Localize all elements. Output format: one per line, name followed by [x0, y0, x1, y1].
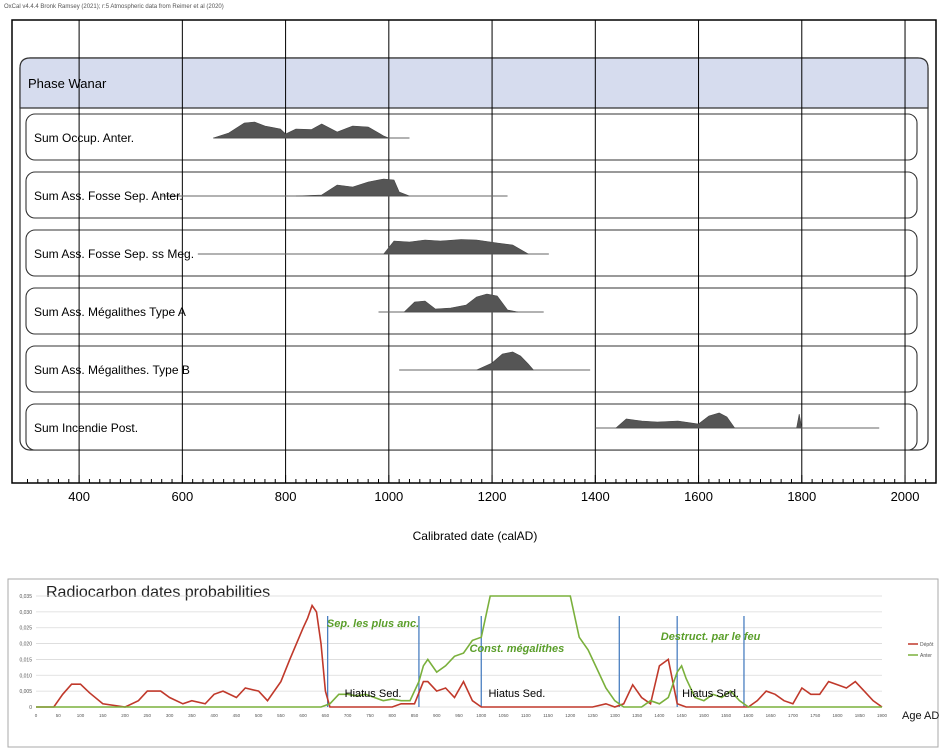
phase-label: Phase Wanar — [28, 76, 107, 91]
x-tick-label: 800 — [388, 713, 396, 718]
distribution-area — [476, 351, 535, 371]
distribution-area — [403, 293, 518, 313]
series-label: Sum Occup. Anter. — [34, 131, 134, 145]
x-tick-label: 1150 — [543, 713, 553, 718]
x-tick-label: 1300 — [610, 713, 621, 718]
phase-header — [19, 57, 929, 109]
sum-box — [25, 171, 918, 219]
y-tick-label: 0 — [29, 705, 32, 711]
x-tick-label: 2000 — [891, 489, 920, 504]
x-tick-label: 300 — [166, 713, 174, 718]
x-tick-label: 1750 — [810, 713, 821, 718]
distribution-area — [615, 412, 803, 429]
series-label: Sum Ass. Fosse Sep. Anter. — [34, 189, 183, 203]
series-label: Sum Ass. Fosse Sep. ss Meg. — [34, 247, 194, 261]
x-tick-label: 750 — [366, 713, 374, 718]
x-tick-label: 1900 — [877, 713, 888, 718]
x-tick-label: 850 — [411, 713, 419, 718]
series-anter-line — [36, 595, 882, 708]
x-tick-label: 1800 — [832, 713, 843, 718]
sum-box — [25, 345, 918, 393]
period-annotation: Const. mégalithes — [470, 643, 565, 655]
period-annotation: Sep. les plus anc. — [327, 618, 419, 630]
y-tick-label: 0,030 — [19, 610, 32, 616]
x-tick-label: 1000 — [374, 489, 403, 504]
x-tick-label: 1850 — [855, 713, 866, 718]
x-tick-label: 200 — [121, 713, 129, 718]
y-tick-label: 0,035 — [19, 594, 32, 600]
x-tick-label: 1250 — [588, 713, 599, 718]
x-tick-label: 1800 — [787, 489, 816, 504]
x-tick-label: 1400 — [654, 713, 665, 718]
x-tick-label: 1400 — [581, 489, 610, 504]
x-tick-label: 1050 — [499, 713, 510, 718]
x-tick-label: 1350 — [632, 713, 643, 718]
x-tick-label: 1200 — [478, 489, 507, 504]
chart-area — [7, 578, 939, 748]
x-tick-label: 950 — [455, 713, 463, 718]
x-tick-label: 1200 — [565, 713, 576, 718]
x-tick-label: 250 — [144, 713, 152, 718]
x-tick-label: 900 — [433, 713, 441, 718]
x-tick-label: 600 — [299, 713, 307, 718]
y-tick-label: 0,020 — [19, 642, 32, 648]
series-label: Sum Ass. Mégalithes. Type B — [34, 363, 190, 377]
legend-label: Anter — [920, 653, 932, 659]
x-tick-label: 450 — [233, 713, 241, 718]
x-axis-label: Age AD — [902, 710, 939, 722]
x-tick-label: 0 — [35, 713, 38, 718]
y-tick-label: 0,025 — [19, 626, 32, 632]
series-depot-line — [36, 603, 883, 708]
x-tick-label: 1600 — [684, 489, 713, 504]
series-label: Sum Incendie Post. — [34, 421, 138, 435]
hiatus-annotation: Hiatus Sed. — [345, 688, 402, 700]
period-annotation: Destruct. par le feu — [661, 631, 761, 643]
x-tick-label: 600 — [171, 489, 193, 504]
oxcal-credit: OxCal v4.4.4 Bronk Ramsey (2021); r:5 At… — [4, 4, 224, 10]
x-tick-label: 1000 — [476, 713, 487, 718]
x-axis-label: Calibrated date (calAD) — [413, 529, 538, 543]
chart-title: Radiocarbon dates probabilities — [46, 584, 270, 601]
x-tick-label: 550 — [277, 713, 285, 718]
x-tick-label: 800 — [275, 489, 297, 504]
oxcal-chart: Phase Wanar Sum Occup. Anter. Sum Ass. Fos… — [11, 19, 937, 543]
distribution-area — [383, 239, 530, 255]
x-tick-label: 1600 — [743, 713, 754, 718]
y-tick-label: 0,015 — [19, 657, 32, 663]
x-tick-label: 1650 — [766, 713, 777, 718]
x-tick-label: 150 — [99, 713, 107, 718]
x-tick-label: 1700 — [788, 713, 799, 718]
distribution-area — [213, 121, 389, 139]
x-tick-label: 700 — [344, 713, 352, 718]
legend-label: Dépôt — [920, 642, 934, 648]
x-tick-label: 500 — [255, 713, 263, 718]
x-tick-label: 50 — [56, 713, 62, 718]
distribution-area — [295, 178, 410, 197]
y-tick-label: 0,005 — [19, 689, 32, 695]
x-tick-label: 400 — [68, 489, 90, 504]
x-tick-label: 350 — [188, 713, 196, 718]
x-tick-label: 650 — [322, 713, 330, 718]
x-tick-label: 1100 — [521, 713, 531, 718]
series-label: Sum Ass. Mégalithes Type A — [34, 305, 186, 319]
hiatus-annotation: Hiatus Sed. — [682, 688, 739, 700]
x-tick-label: 100 — [77, 713, 85, 718]
sum-box — [25, 403, 918, 451]
y-tick-label: 0,010 — [19, 673, 32, 679]
hiatus-annotation: Hiatus Sed. — [488, 688, 545, 700]
x-tick-label: 400 — [210, 713, 218, 718]
x-tick-label: 1550 — [721, 713, 732, 718]
x-tick-label: 1500 — [699, 713, 710, 718]
x-tick-label: 1450 — [677, 713, 688, 718]
